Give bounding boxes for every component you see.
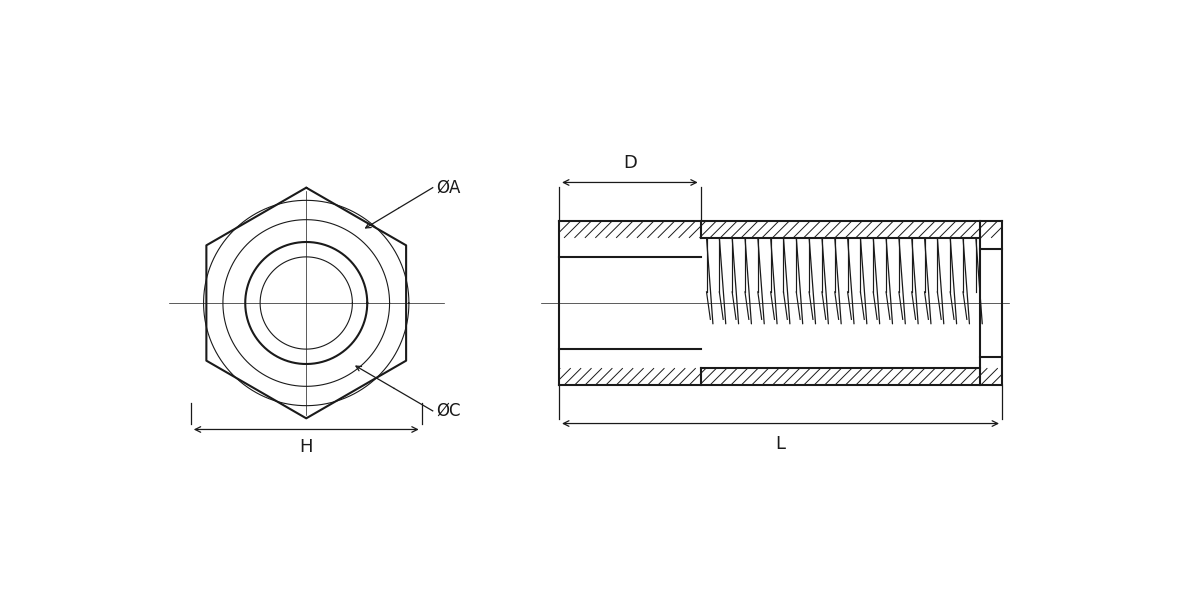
Text: ØC: ØC: [437, 402, 461, 420]
Text: L: L: [775, 436, 785, 454]
Text: H: H: [300, 439, 313, 457]
Text: ØA: ØA: [437, 179, 461, 197]
Text: D: D: [623, 154, 637, 172]
